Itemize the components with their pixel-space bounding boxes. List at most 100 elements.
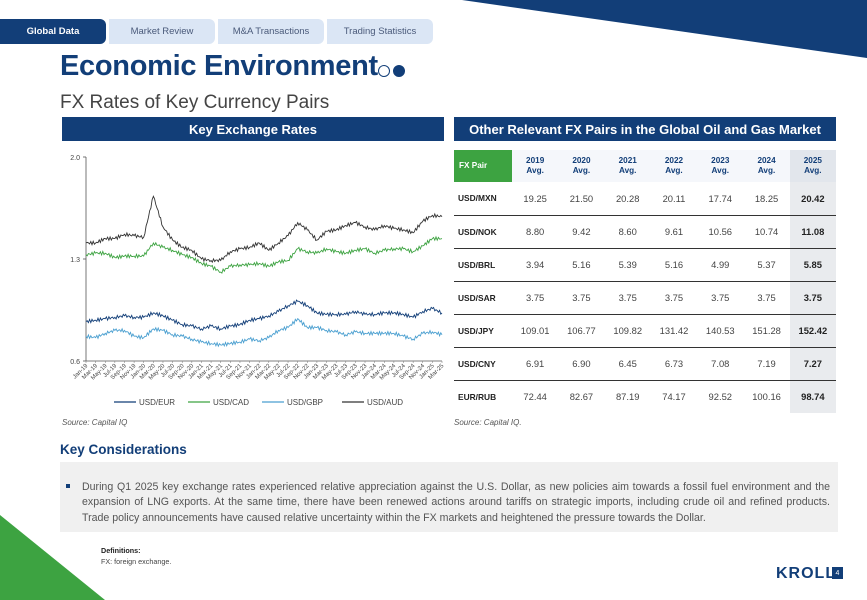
table-row: USD/SAR 3.75 3.75 3.75 3.75 3.75 3.75 3.75 [454,281,836,315]
fx-value-cell: 82.67 [569,391,594,403]
fx-value-cell: 4.99 [697,248,744,282]
chart-source: Source: Capital IQ [62,418,128,427]
header-year: 2022 Avg. [650,150,698,182]
header-fx-pair: FX Pair [454,150,512,182]
fx-value-cell: 18.25 [743,182,790,216]
header-year-current: 2025 Avg. [789,150,836,182]
fx-value-cell: 10.74 [743,215,790,249]
fx-value-cell: 100.16 [752,391,781,403]
fx-value-cell: 6.45 [604,347,651,381]
header-year: 2021 Avg. [604,150,651,182]
table-header-row: FX Pair 2019 Avg. 2020 Avg. 2021 Avg. 2022 A… [454,150,836,182]
tab-bar: Global Data Market Review M&A Transactio… [0,19,436,44]
fx-value-cell: 20.28 [604,182,651,216]
legend-label: USD/AUD [367,398,403,407]
header-year: 2023 Avg. [697,150,744,182]
fx-pair-cell: USD/NOK [454,215,512,249]
key-considerations-box: During Q1 2025 key exchange rates experi… [60,462,838,532]
table-row: USD/BRL 3.94 5.16 5.39 5.16 4.99 5.37 5.85 [454,248,836,282]
fx-value-cell: 3.75 [650,281,698,315]
fx-value-cell: 3.75 [558,281,605,315]
fx-value-cell: 140.53 [697,314,744,348]
series-line-usd-cad [85,235,443,274]
fx-value-cell: 87.19 [615,391,640,403]
fx-value-cell: 106.77 [558,314,605,348]
table-row: USD/NOK 8.80 9.42 8.60 9.61 10.56 10.74 11.08 [454,215,836,249]
table-row: USD/CNY 6.91 6.90 6.45 6.73 7.08 7.19 7.27 [454,347,836,381]
fx-value-cell: 8.80 [512,215,559,249]
series-line-usd-gbp [85,318,443,348]
y-tick-label: 2.0 [70,155,80,162]
header-year: 2024 Avg. [743,150,790,182]
key-exchange-rates-header: Key Exchange Rates [62,117,444,141]
title-dots [378,65,405,77]
fx-value-cell: 9.61 [650,215,698,249]
legend-label: USD/GBP [287,398,323,407]
other-fx-pairs-header: Other Relevant FX Pairs in the Global Oi… [454,117,836,141]
bullet-icon [66,484,70,488]
fx-value-cell: 3.75 [743,281,790,315]
fx-value-cell: 109.01 [512,314,559,348]
table-source: Source: Capital IQ. [454,418,522,427]
tab-global-data[interactable]: Global Data [0,19,106,44]
fx-value-cell: 7.27 [789,347,836,381]
fx-pair-cell: USD/MXN [454,182,512,216]
fx-line-chart-svg: 2.01.30.6Jan-19Mar-19May-19Jul-19Sep-19N… [70,155,446,407]
kroll-logo: KROLL [776,565,837,582]
fx-value-cell: 19.25 [512,182,559,216]
fx-value-cell: 5.37 [743,248,790,282]
page-number: 4 [832,567,843,579]
fx-value-cell: 152.42 [789,314,836,348]
fx-value-cell: 6.73 [650,347,698,381]
fx-value-cell: 74.17 [662,391,686,403]
legend-label: USD/CAD [213,398,249,407]
definitions-title: Definitions: [101,546,141,555]
fx-value-cell: 151.28 [743,314,790,348]
page-subtitle: FX Rates of Key Currency Pairs [60,92,330,113]
legend-label: USD/EUR [139,398,175,407]
fx-value-cell: 20.42 [789,182,836,216]
fx-value-cell: 3.75 [512,281,559,315]
fx-value-cell: 8.60 [604,215,651,249]
fx-value-cell: 5.39 [604,248,651,282]
fx-pair-cell: EUR/RUB [458,391,497,402]
fx-value-cell: 21.50 [558,182,605,216]
dot-outline-icon [378,65,390,77]
fx-pair-cell: USD/CNY [454,347,512,381]
fx-value-cell: 92.52 [708,391,732,403]
fx-pair-cell: USD/JPY [454,314,512,348]
tab-ma-transactions[interactable]: M&A Transactions [218,19,324,44]
fx-value-cell: 10.56 [697,215,744,249]
key-considerations-title: Key Considerations [60,442,187,457]
fx-value-cell: 98.74 [789,380,836,413]
fx-pairs-table: FX Pair 2019 Avg. 2020 Avg. 2021 Avg. 2022 A… [454,150,836,413]
fx-value-cell: 17.74 [697,182,744,216]
fx-value-cell: 3.75 [697,281,744,315]
fx-value-cell: 72.44 [523,391,547,403]
fx-value-cell: 7.19 [743,347,790,381]
series-line-usd-aud [85,195,443,264]
fx-pair-cell: USD/BRL [454,248,512,282]
fx-value-cell: 109.82 [604,314,651,348]
fx-line-chart: 2.0 1.3 0.6 Jan-19 Mar-19 May-19 Jul-19 Sep-19 N… [62,148,446,410]
fx-value-cell: 9.42 [558,215,605,249]
page-title: Economic Environment [60,50,378,82]
y-tick-label: 0.6 [70,359,80,366]
fx-value-cell: 3.75 [789,281,836,315]
fx-value-cell: 5.85 [789,248,836,282]
fx-value-cell: 20.11 [650,182,698,216]
fx-value-cell: 131.42 [650,314,698,348]
fx-pair-cell: USD/SAR [454,281,512,315]
tab-trading-statistics[interactable]: Trading Statistics [327,19,433,44]
header-year: 2019 Avg. [512,150,559,182]
fx-value-cell: 3.75 [604,281,651,315]
tab-market-review[interactable]: Market Review [109,19,215,44]
series-line-usd-eur [85,299,443,332]
dot-filled-icon [393,65,405,77]
header-year: 2020 Avg. [558,150,605,182]
definitions-text: FX: foreign exchange. [101,557,172,566]
fx-value-cell: 3.94 [512,248,559,282]
table-row: USD/MXN 19.25 21.50 20.28 20.11 17.74 18.25 20.… [454,182,836,216]
table-row: EUR/RUB 72.44 82.67 87.19 74.17 92.52 100.16 98… [454,380,836,413]
key-considerations-text: During Q1 2025 key exchange rates experi… [82,481,830,524]
